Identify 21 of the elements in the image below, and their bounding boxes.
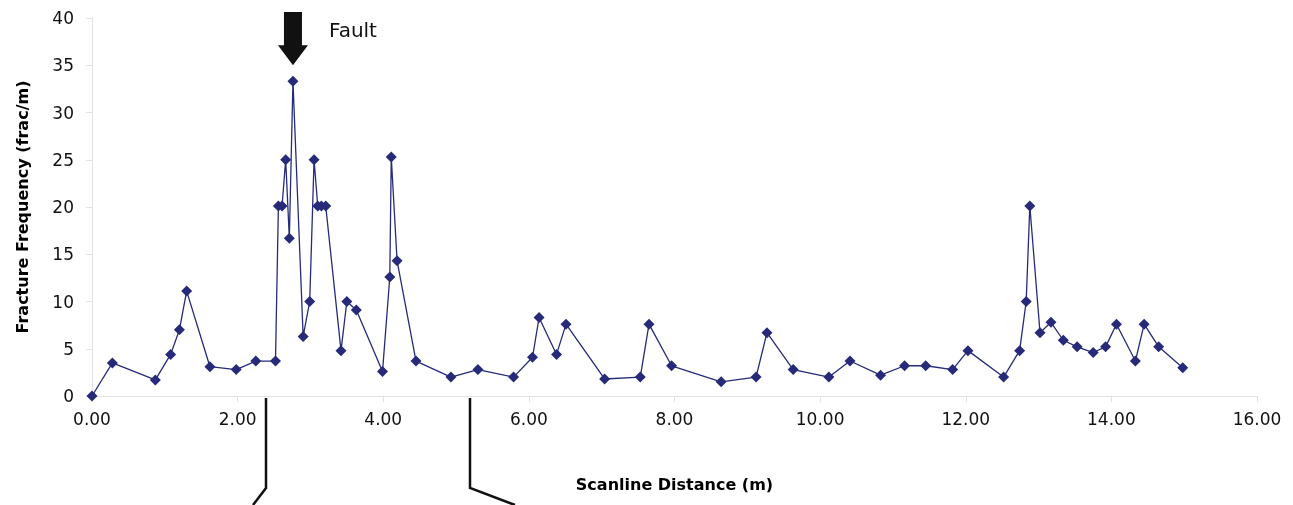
y-axis-title: Fracture Frequency (frac/m) [12, 80, 32, 334]
x-tick-label: 2.00 [218, 408, 257, 429]
y-tick-label: 35 [52, 55, 74, 76]
y-tick-label: 0 [63, 386, 74, 406]
y-tick-label: 25 [52, 149, 74, 170]
x-tick-label: 14.00 [1087, 408, 1136, 429]
x-axis-title: Scanline Distance (m) [575, 474, 774, 494]
x-tick-label: 16.00 [1232, 408, 1282, 429]
y-tick-label: 5 [63, 338, 74, 359]
x-tick-label: 8.00 [655, 408, 694, 429]
x-tick-label: 4.00 [364, 408, 403, 429]
x-tick-label: 6.00 [509, 408, 548, 429]
y-tick-label: 20 [52, 197, 74, 217]
annotation: Fault [328, 18, 378, 42]
x-tick-label: 10.00 [795, 408, 845, 429]
y-tick-label: 10 [52, 291, 74, 312]
y-tick-label: 40 [52, 8, 74, 28]
x-tick-label: 12.00 [941, 408, 991, 429]
y-tick-label: 30 [52, 102, 74, 123]
x-tick-label: 0.00 [73, 408, 111, 429]
y-tick-label: 15 [52, 244, 74, 265]
